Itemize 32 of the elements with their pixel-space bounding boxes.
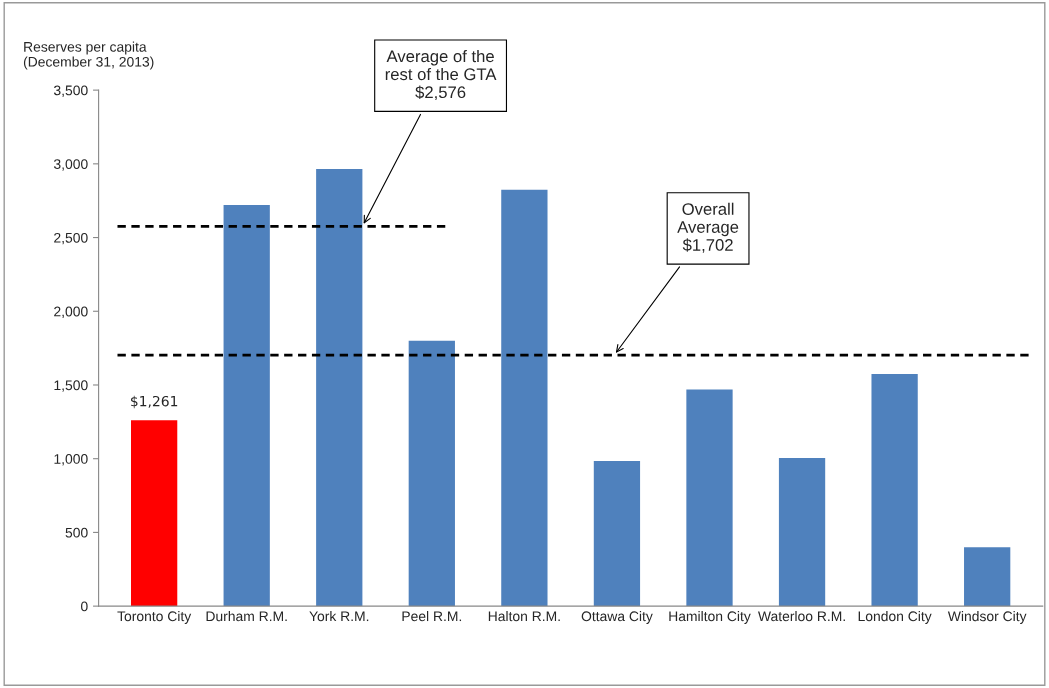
x-tick-label: York R.M. (309, 610, 369, 622)
x-tick-label: Peel R.M. (402, 610, 462, 622)
x-tick-label: Ottawa City (581, 610, 653, 624)
y-tick-label: 1,500 (54, 380, 88, 392)
y-tick-label: 3,500 (53, 85, 88, 97)
bar (778, 457, 826, 607)
bar (686, 389, 733, 607)
ref-line-label: Overall Average $1,702 (677, 202, 739, 253)
bar (408, 340, 455, 607)
y-tick-label: 3,000 (53, 159, 88, 171)
x-tick-label: Durham R.M. (206, 610, 287, 622)
y-tick-label: 0 (81, 601, 88, 612)
y-tick-label: 2,000 (54, 306, 88, 319)
x-tick-label: Halton R.M. (488, 610, 560, 622)
ref-line-label: Average of the rest of the GTA $2,576 (385, 49, 497, 101)
x-tick-label: Windsor City (947, 610, 1027, 624)
bar (871, 373, 918, 607)
bar (964, 547, 1011, 607)
x-tick-label: Hamilton City (669, 610, 751, 624)
bar (131, 420, 178, 607)
y-tick-label: 500 (65, 527, 88, 538)
data-label: $1,261 (130, 395, 178, 409)
x-tick-label: Waterloo R.M. (758, 610, 845, 622)
x-tick-label: Toronto City (117, 610, 192, 624)
x-tick-label: London City (858, 610, 932, 624)
bar (501, 189, 548, 607)
y-tick-label: 2,500 (54, 232, 88, 245)
y-tick-label: 1,000 (54, 454, 88, 466)
bar (593, 460, 641, 607)
y-axis-title: Reserves per capita (December 31, 2013) (23, 41, 154, 70)
bar (223, 205, 270, 607)
bar (316, 169, 363, 607)
